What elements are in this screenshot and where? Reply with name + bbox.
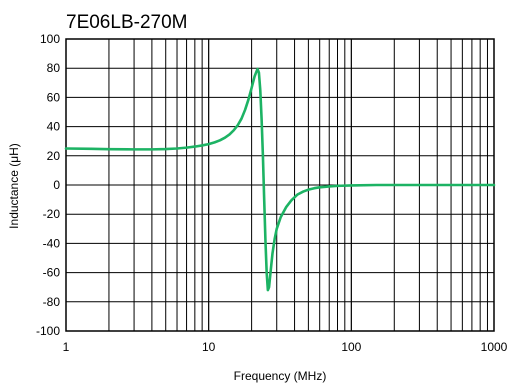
x-tick-label: 1 [63,340,70,354]
y-tick-label: 0 [53,178,60,192]
x-axis-ticks: 1 10 100 1000 [63,340,508,354]
x-tick-label: 10 [202,340,216,354]
y-tick-label: -60 [43,266,61,280]
y-tick-label: -20 [43,207,61,221]
y-tick-label: 40 [47,120,61,134]
y-tick-label: -80 [43,295,61,309]
y-tick-label: 20 [47,149,61,163]
x-tick-label: 100 [341,340,361,354]
x-tick-label: 1000 [481,340,508,354]
y-tick-label: -40 [43,236,61,250]
y-tick-label: 100 [40,32,60,46]
y-axis-ticks: 100 80 60 40 20 0 -20 -40 -60 -80 -100 [36,32,60,338]
y-tick-label: 60 [47,90,61,104]
chart-title: 7E06LB-270M [66,12,187,33]
y-tick-label: -100 [36,324,60,338]
y-axis-label: Inductance (μH) [7,143,21,229]
inductance-series-line [64,67,496,292]
y-tick-label: 80 [47,61,61,75]
x-axis-label: Frequency (MHz) [234,369,327,383]
